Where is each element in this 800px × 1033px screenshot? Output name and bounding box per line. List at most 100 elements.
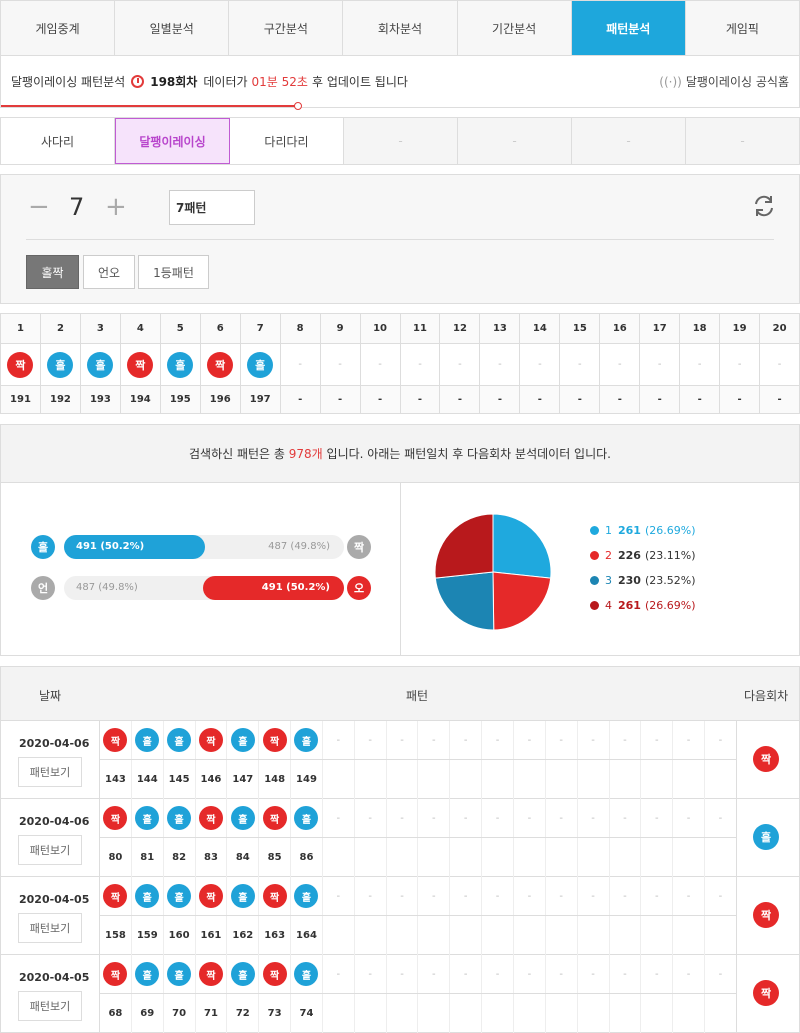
history-cell: - (610, 877, 642, 915)
pattern-header: 패턴 (406, 689, 429, 703)
empty-cell: - (623, 968, 627, 980)
empty-cell: - (400, 734, 404, 746)
history-ball: 홀 (230, 962, 255, 986)
pattern-round: 195 (161, 386, 201, 413)
nav-tab-3[interactable]: 구간분석 (229, 1, 344, 55)
view-pattern-button[interactable]: 패턴보기 (18, 835, 82, 865)
filter-button-1[interactable]: 홀짝 (26, 255, 79, 289)
empty-cell: - (368, 968, 372, 980)
empty-cell: - (463, 968, 468, 980)
history-cell: - (355, 955, 387, 993)
history-cell: 홀 (132, 721, 164, 759)
empty-cell: - (718, 890, 723, 902)
history-ball: 짝 (103, 806, 128, 830)
pattern-col-header: 16 (600, 314, 641, 343)
bar-left-badge: 홀 (31, 535, 55, 559)
history-cell: 짝 (259, 721, 292, 759)
empty-cell: - (400, 812, 404, 824)
pattern-input[interactable]: 7패턴 (169, 190, 255, 225)
empty-cell: - (463, 890, 468, 902)
pattern-cell: - (321, 344, 361, 385)
history-cell: 짝 (196, 721, 228, 759)
empty-cell: - (495, 734, 500, 746)
history-round: 164 (291, 916, 323, 955)
history-date: 2020-04-06 (19, 815, 90, 828)
nav-tab-7[interactable]: 게임픽 (725, 21, 759, 36)
empty-cell: - (718, 734, 723, 746)
history-round (355, 916, 387, 955)
history-round (323, 994, 355, 1033)
view-pattern-button[interactable]: 패턴보기 (18, 913, 82, 943)
history-round (450, 916, 483, 955)
history-cell: - (418, 955, 451, 993)
history-round: 82 (164, 838, 196, 877)
history-cell: - (323, 955, 355, 993)
view-pattern-button[interactable]: 패턴보기 (18, 757, 82, 787)
history-round: 83 (196, 838, 228, 877)
empty-cell: - (432, 734, 436, 746)
nav-tab-6[interactable]: 패턴분석 (571, 1, 686, 55)
history-round (323, 760, 355, 799)
filter-button-3[interactable]: 1등패턴 (138, 255, 209, 289)
nav-tab-5[interactable]: 기간분석 (458, 1, 572, 55)
empty-cell: - (338, 359, 342, 370)
empty-cell: - (336, 734, 341, 746)
history-round (610, 916, 642, 955)
pattern-col-header: 10 (361, 314, 401, 343)
decrease-button[interactable]: − (28, 192, 50, 222)
legend-item: 1 261 (26.69%) (590, 518, 696, 543)
history-cell: 짝 (100, 799, 132, 837)
history-ball: 홀 (135, 806, 160, 830)
filter-button-2[interactable]: 언오 (83, 255, 135, 289)
history-ball: 홀 (230, 728, 255, 752)
next-round-ball: 짝 (753, 980, 779, 1006)
history-cell: - (387, 955, 419, 993)
history-row: 2020-04-05 패턴보기 짝 홀 홀 짝 홀 짝 홀 - - - - - - - - - - - - -158 159… (1, 877, 800, 955)
history-ball: 짝 (262, 962, 287, 986)
history-ball: 짝 (262, 884, 287, 908)
bar-left-value: 491 (50.2%) (76, 541, 145, 552)
history-cell: - (578, 799, 610, 837)
subtab-1[interactable]: 사다리 (1, 118, 115, 164)
history-cell: 짝 (259, 877, 292, 915)
pattern-round: - (640, 386, 681, 413)
pattern-cell: - (720, 344, 761, 385)
refresh-icon[interactable] (752, 194, 776, 218)
clock-icon (131, 75, 145, 88)
pie-slice-2 (492, 571, 552, 631)
empty-cell: - (591, 890, 595, 902)
history-ball: 홀 (167, 962, 192, 986)
next-round-ball: 홀 (753, 824, 779, 850)
empty-cell: - (538, 359, 542, 370)
history-cell: - (641, 955, 674, 993)
official-home-link[interactable]: ((·)) 달팽이레이싱 공식홈 (659, 73, 789, 90)
increase-button[interactable]: + (105, 192, 127, 222)
history-cell: - (355, 721, 387, 759)
history-round (546, 760, 578, 799)
nav-tab-4[interactable]: 회차분석 (343, 1, 458, 55)
empty-cell: - (737, 359, 742, 370)
pattern-col-header: 8 (281, 314, 321, 343)
history-round (546, 916, 578, 955)
result-header: 검색하신 패턴은 총 978개 입니다. 아래는 패턴일치 후 다음회차 분석데… (1, 425, 799, 483)
next-round-ball: 짝 (753, 902, 779, 928)
history-cell: - (482, 877, 514, 915)
history-cell: 홀 (291, 955, 323, 993)
history-cell: - (450, 877, 483, 915)
subtab-3[interactable]: 다리다리 (230, 118, 344, 164)
pattern-cell: 홀 (81, 344, 121, 385)
nav-tab-2[interactable]: 일별분석 (115, 1, 230, 55)
empty-cell: - (657, 359, 662, 370)
history-cell: - (482, 799, 514, 837)
legend-dot (590, 576, 599, 585)
pattern-round: - (281, 386, 321, 413)
history-cell: 홀 (132, 877, 164, 915)
history-ball: 짝 (103, 962, 128, 986)
view-pattern-button[interactable]: 패턴보기 (18, 991, 82, 1021)
history-round (578, 838, 610, 877)
nav-tab-1[interactable]: 게임중계 (1, 1, 116, 55)
subtab-2[interactable]: 달팽이레이싱 (115, 118, 230, 164)
pattern-cell: 홀 (41, 344, 81, 385)
empty-cell: - (336, 890, 341, 902)
